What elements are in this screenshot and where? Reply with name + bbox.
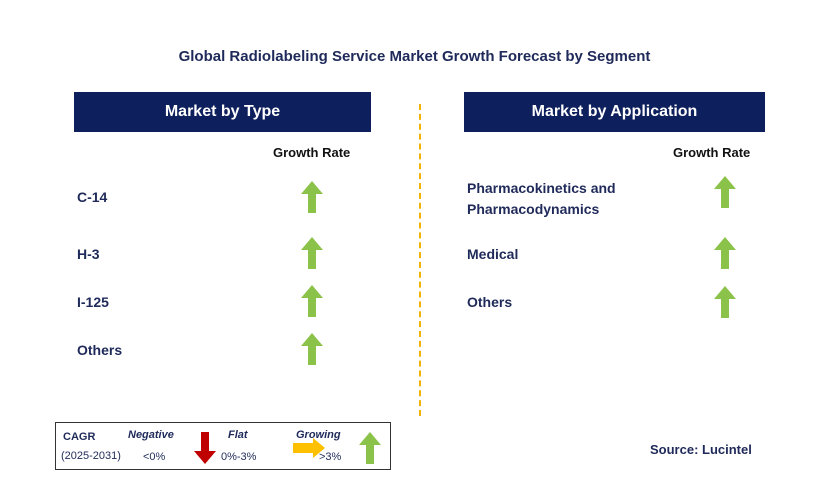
type-item-i125: I-125 <box>77 294 109 310</box>
panel-divider <box>419 104 421 416</box>
growing-arrow-icon <box>714 286 736 318</box>
source-label: Source: Lucintel <box>650 442 752 457</box>
application-panel-header: Market by Application <box>464 92 765 132</box>
type-growth-rate-label: Growth Rate <box>273 145 351 160</box>
type-item-h3: H-3 <box>77 246 100 262</box>
application-growth-rate-label: Growth Rate <box>673 145 751 160</box>
growing-arrow-icon <box>714 237 736 269</box>
growing-arrow-icon <box>301 333 323 365</box>
cagr-legend: CAGR (2025-2031) Negative <0% Flat 0%-3%… <box>55 422 391 470</box>
growing-arrow-icon <box>301 181 323 213</box>
application-item-line1: Pharmacokinetics and <box>467 180 616 196</box>
legend-cagr-label: CAGR <box>63 431 96 443</box>
diagram-title: Global Radiolabeling Service Market Grow… <box>178 48 651 65</box>
growing-arrow-icon <box>301 237 323 269</box>
legend-period: (2025-2031) <box>61 450 121 462</box>
growing-arrow-icon <box>301 285 323 317</box>
legend-growing-range: >3% <box>319 451 342 463</box>
application-item-pharmacokinetics: Pharmacokinetics and Pharmacodynamics <box>467 178 616 220</box>
legend-negative-label: Negative <box>128 429 174 441</box>
growing-arrow-icon <box>359 432 381 464</box>
application-item-line2: Pharmacodynamics <box>467 201 600 217</box>
legend-flat-label: Flat <box>228 429 248 441</box>
legend-negative-range: <0% <box>143 451 166 463</box>
type-panel-header: Market by Type <box>74 92 371 132</box>
flat-arrow-icon <box>293 438 325 458</box>
legend-flat-range: 0%-3% <box>221 451 257 463</box>
application-item-others: Others <box>467 294 513 310</box>
growing-arrow-icon <box>714 176 736 208</box>
negative-arrow-icon <box>194 432 216 464</box>
application-item-medical: Medical <box>467 246 519 262</box>
type-item-c14: C-14 <box>77 189 108 205</box>
legend-growing-label: Growing <box>296 429 341 441</box>
type-item-others: Others <box>77 342 123 358</box>
